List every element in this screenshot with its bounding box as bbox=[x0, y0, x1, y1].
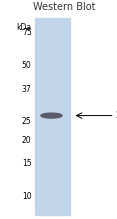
Text: 50: 50 bbox=[22, 61, 32, 70]
Bar bbox=[35, 18, 70, 215]
Text: 25: 25 bbox=[22, 117, 32, 126]
Text: 10: 10 bbox=[22, 192, 32, 201]
Text: Western Blot: Western Blot bbox=[33, 2, 96, 12]
Text: 75: 75 bbox=[22, 28, 32, 37]
Text: 15: 15 bbox=[22, 159, 32, 168]
Text: kDa: kDa bbox=[16, 23, 32, 32]
Text: 37: 37 bbox=[22, 85, 32, 94]
Text: 27kDa: 27kDa bbox=[116, 111, 117, 120]
Text: 20: 20 bbox=[22, 136, 32, 145]
Ellipse shape bbox=[41, 113, 62, 118]
